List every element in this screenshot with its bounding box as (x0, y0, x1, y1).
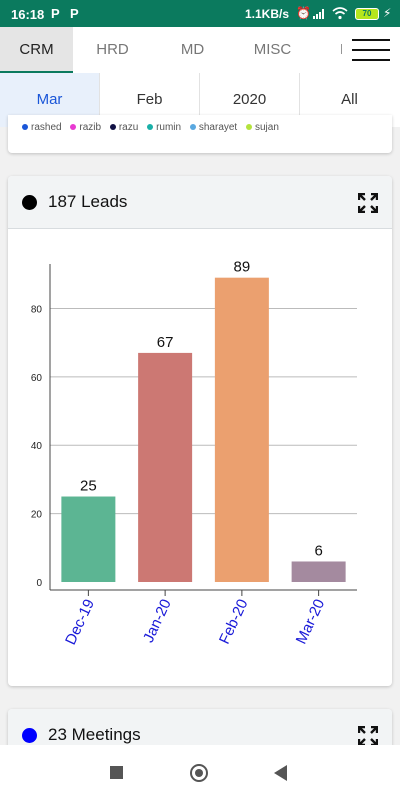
tab-crm[interactable]: CRM (0, 27, 73, 73)
legend-dot (22, 124, 28, 130)
legend-dot (246, 124, 252, 130)
filter-all[interactable]: All (341, 91, 358, 108)
charging-icon: ⚡ (383, 6, 392, 20)
legend-dot (109, 124, 116, 130)
tab-hrd[interactable]: HRD (96, 41, 129, 58)
leads-bullet-icon (22, 195, 37, 210)
leads-bar-chart: 0 20 40 60 80 25 Dec-19 67 Jan-20 89 Feb-20 6 Mar-20 (31, 259, 357, 648)
bar-value-label: 25 (80, 478, 97, 495)
meetings-bullet-icon (22, 728, 37, 743)
legend-dot (70, 124, 77, 130)
legend-label: rumin (156, 122, 182, 133)
tab-md[interactable]: MD (180, 41, 205, 58)
y-tick-label: 80 (31, 304, 43, 315)
status-time: 16:18 (11, 7, 45, 22)
bar-value-label: 6 (314, 542, 322, 559)
filter-2020[interactable]: 2020 (200, 73, 300, 127)
legend-label: sharayet (198, 122, 238, 133)
y-tick-label: 20 (31, 510, 43, 521)
bar-value-label: 89 (234, 259, 251, 276)
app-notification-icon: P (51, 6, 60, 21)
legend-dot (147, 124, 154, 130)
y-tick-label: 0 (36, 578, 42, 589)
expand-icon[interactable] (358, 193, 378, 213)
department-tab-bar: CRM HRD MD MISC P (0, 27, 400, 74)
expand-icon[interactable] (358, 726, 378, 746)
legend-label: sujan (255, 122, 279, 133)
tab-misc[interactable]: MISC (253, 41, 292, 58)
menu-icon[interactable] (342, 27, 400, 73)
previous-chart-legend: rashed razib razu rumin sharayet sujan (22, 122, 279, 133)
network-speed: 1.1KB/s (245, 7, 290, 21)
leads-title: 187 Leads (48, 192, 128, 211)
legend-label: razib (79, 122, 102, 133)
wifi-icon (332, 7, 348, 20)
meetings-title: 23 Meetings (48, 725, 141, 744)
x-tick-label: Jan-20 (140, 597, 175, 646)
bar (61, 496, 116, 582)
battery-icon: 70 (355, 8, 379, 20)
back-icon[interactable] (274, 765, 287, 781)
alarm-off-icon: ⏰ (296, 6, 311, 20)
bar-value-label: 67 (157, 334, 174, 351)
leads-card: 187 Leads 0 20 40 60 80 25 Dec-19 67 Jan-20 89 Feb… (8, 176, 392, 686)
x-tick-label: Feb-20 (216, 597, 251, 647)
y-tick-label: 60 (31, 373, 43, 384)
status-bar: 16:18 P P 1.1KB/s ⏰ 70 ⚡ (0, 0, 400, 27)
legend-label: razu (118, 122, 139, 133)
y-tick-label: 40 (31, 441, 43, 452)
app-notification-icon: P (70, 6, 79, 21)
legend-label: rashed (31, 122, 62, 133)
bar (138, 352, 193, 582)
signal-icon (313, 9, 324, 19)
home-icon[interactable] (190, 764, 208, 782)
bar (291, 561, 346, 582)
bar (214, 277, 269, 582)
recent-apps-icon[interactable] (110, 766, 123, 779)
legend-dot (189, 124, 196, 130)
x-tick-label: Dec-19 (62, 597, 98, 648)
filter-feb[interactable]: Feb (100, 73, 200, 127)
x-tick-label: Mar-20 (293, 597, 328, 647)
previous-chart-card (8, 115, 392, 153)
leads-card-header: 187 Leads (8, 176, 392, 229)
